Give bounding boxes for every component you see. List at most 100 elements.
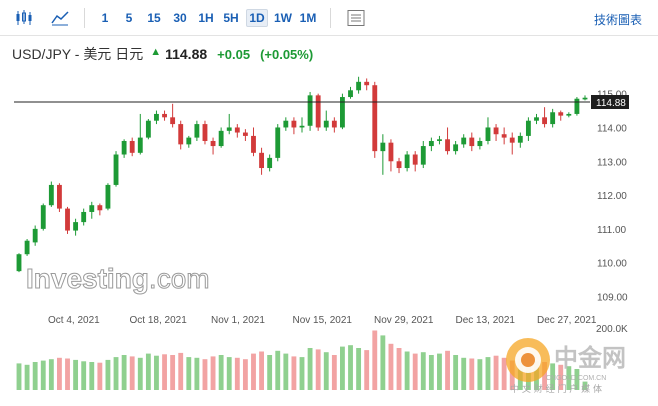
volume-bar: [210, 356, 216, 390]
candle-body: [420, 146, 426, 165]
volume-bar: [501, 357, 507, 390]
date-axis: Oct 4, 2021 Oct 18, 2021 Nov 1, 2021 Nov 15…: [48, 315, 597, 326]
candle-body: [550, 112, 556, 125]
candle-body: [331, 120, 337, 128]
last-price: 114.88: [165, 46, 208, 62]
candle-body: [275, 127, 281, 158]
volume-bar: [57, 357, 62, 390]
candle-body: [145, 120, 151, 138]
candle-body: [267, 157, 273, 169]
area-chart-icon[interactable]: [50, 9, 70, 27]
timeframe-5[interactable]: 5: [125, 11, 133, 25]
timeframe-30[interactable]: 30: [173, 11, 187, 25]
volume-bar: [65, 358, 70, 390]
volume-bar: [202, 359, 208, 390]
timeframe-15[interactable]: 15: [147, 11, 161, 25]
candle-body: [315, 95, 321, 128]
candle-body: [299, 125, 305, 128]
volume-bar: [469, 358, 475, 390]
candle-body: [24, 240, 30, 255]
current-price-label: 114.88: [596, 98, 626, 109]
candle-body: [582, 97, 588, 100]
timeframe-1m[interactable]: 1M: [299, 11, 317, 25]
candle-body: [178, 124, 184, 145]
volume-bar: [437, 353, 442, 390]
candle-body: [493, 127, 499, 135]
candle-body: [226, 127, 232, 131]
timeframe-1[interactable]: 1: [101, 11, 109, 25]
volume-bar: [340, 346, 345, 390]
candlestick-icon[interactable]: [14, 9, 34, 27]
volume-bar: [315, 349, 321, 390]
candle-body: [517, 135, 523, 143]
volume-bar: [404, 351, 410, 390]
candle-body: [340, 97, 345, 128]
price-tick-label: 114.00: [597, 123, 627, 134]
volume-bar: [396, 348, 402, 390]
chart-toolbar: 1 5 15 30 1H 5H 1D 1W 1M 技術圖表: [0, 0, 658, 36]
logo-text-suffix: .com: [149, 263, 210, 294]
candle-body: [48, 184, 54, 206]
candle-body: [574, 98, 580, 114]
volume-bar: [162, 354, 167, 390]
volume-bars: [16, 330, 588, 390]
candle-body: [162, 113, 167, 118]
date-tick-label: Oct 4, 2021: [48, 315, 100, 326]
volume-bar: [291, 356, 297, 390]
volume-bar: [356, 348, 362, 390]
quote-header: USD/JPY - 美元 日元 ▲ 114.88 +0.05 (+0.05%): [12, 44, 313, 62]
candle-body: [412, 154, 418, 165]
timeframe-1h[interactable]: 1H: [198, 11, 214, 25]
volume-axis-label: 200.0K: [596, 324, 628, 335]
volume-bar: [129, 356, 135, 390]
technical-chart-link[interactable]: 技術圖表: [593, 13, 642, 27]
candle-body: [469, 137, 475, 147]
volume-bar: [364, 350, 370, 390]
candle-body: [97, 205, 103, 211]
timeframe-1w[interactable]: 1W: [274, 11, 292, 25]
volume-bar: [453, 355, 459, 390]
candle-body: [251, 135, 256, 153]
volume-bar: [251, 353, 256, 390]
candle-body: [558, 112, 564, 116]
volume-bar: [348, 345, 353, 390]
volume-bar: [428, 355, 434, 390]
toolbar-divider: [84, 8, 85, 28]
date-tick-label: Oct 18, 2021: [130, 315, 188, 326]
volume-bar: [299, 357, 305, 390]
logo-text-main: Investing: [26, 263, 149, 294]
volume-bar: [485, 357, 491, 390]
price-tick-label: 110.00: [597, 259, 627, 270]
candle-body: [129, 140, 135, 153]
volume-bar: [234, 357, 240, 390]
candle-body: [242, 132, 248, 136]
volume-bar: [388, 343, 394, 390]
price-chart[interactable]: Investing.com 115.00114.00113.00112.0011…: [0, 70, 658, 406]
volume-bar: [194, 357, 200, 390]
candle-body: [57, 184, 62, 209]
svg-text:Investing.com: Investing.com: [26, 263, 210, 294]
candle-body: [113, 154, 119, 185]
volume-bar: [48, 359, 54, 390]
watermark-subtitle: 中 文 财 经 门 户 媒 体: [510, 383, 602, 395]
candle-body: [485, 127, 491, 141]
volume-bar: [566, 366, 572, 390]
candle-body: [81, 211, 87, 223]
price-tick-label: 111.00: [597, 225, 627, 236]
candlesticks: [16, 76, 588, 273]
candle-body: [89, 205, 95, 212]
candle-body: [16, 254, 22, 272]
candle-body: [323, 120, 329, 128]
timeframe-1d[interactable]: 1D: [246, 9, 268, 27]
candle-body: [170, 117, 176, 125]
cngold-watermark: 中金网 CNGOLD.COM.CN 中 文 财 经 门 户 媒 体: [506, 338, 626, 395]
candle-body: [501, 134, 507, 138]
date-tick-label: Dec 27, 2021: [537, 315, 597, 326]
timeframe-5h[interactable]: 5H: [223, 11, 239, 25]
volume-bar: [105, 359, 111, 390]
volume-bar: [113, 357, 119, 390]
volume-bar: [412, 353, 418, 390]
date-tick-label: Nov 29, 2021: [374, 315, 434, 326]
volume-bar: [32, 362, 38, 390]
chart-settings-icon[interactable]: [346, 9, 366, 27]
